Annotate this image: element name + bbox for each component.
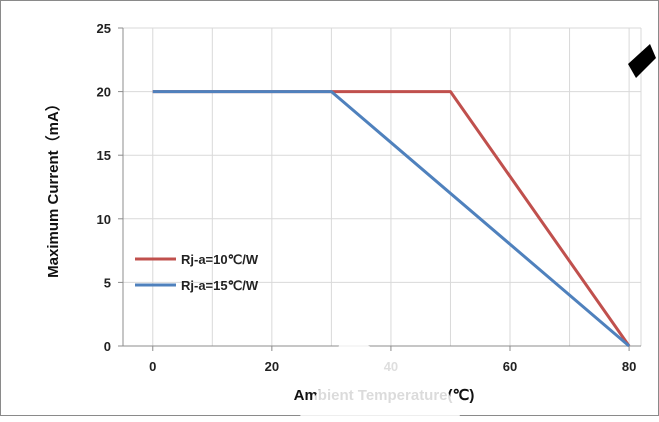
- x-tick-label: 20: [265, 359, 279, 374]
- gridlines: [123, 27, 642, 346]
- legend: Rj-a=10℃/W Rj-a=15℃/W: [135, 252, 259, 293]
- legend-label-series-2: Rj-a=15℃/W: [181, 278, 259, 293]
- y-tick-labels: 0 5 10 15 20 25: [97, 21, 111, 354]
- series-lines: [152, 90, 631, 348]
- x-tick-label: 80: [622, 359, 636, 374]
- axes: [118, 27, 641, 351]
- legend-label-series-1: Rj-a=10℃/W: [181, 252, 259, 267]
- series-line-2: [152, 90, 631, 348]
- x-tick-labels: 0 20 40 60 80: [149, 359, 636, 374]
- y-tick-label: 20: [97, 85, 111, 100]
- y-tick-label: 5: [104, 275, 111, 290]
- y-tick-label: 25: [97, 21, 111, 36]
- y-tick-label: 15: [97, 148, 111, 163]
- x-tick-label: 40: [384, 359, 398, 374]
- x-axis-title: Ambient Temperature(℃): [294, 387, 475, 404]
- y-axis-title: Maximum Current（mA）: [44, 96, 62, 278]
- x-tick-label: 60: [503, 359, 517, 374]
- x-tick-label: 0: [149, 359, 156, 374]
- y-tick-label: 10: [97, 212, 111, 227]
- y-tick-label: 0: [104, 339, 111, 354]
